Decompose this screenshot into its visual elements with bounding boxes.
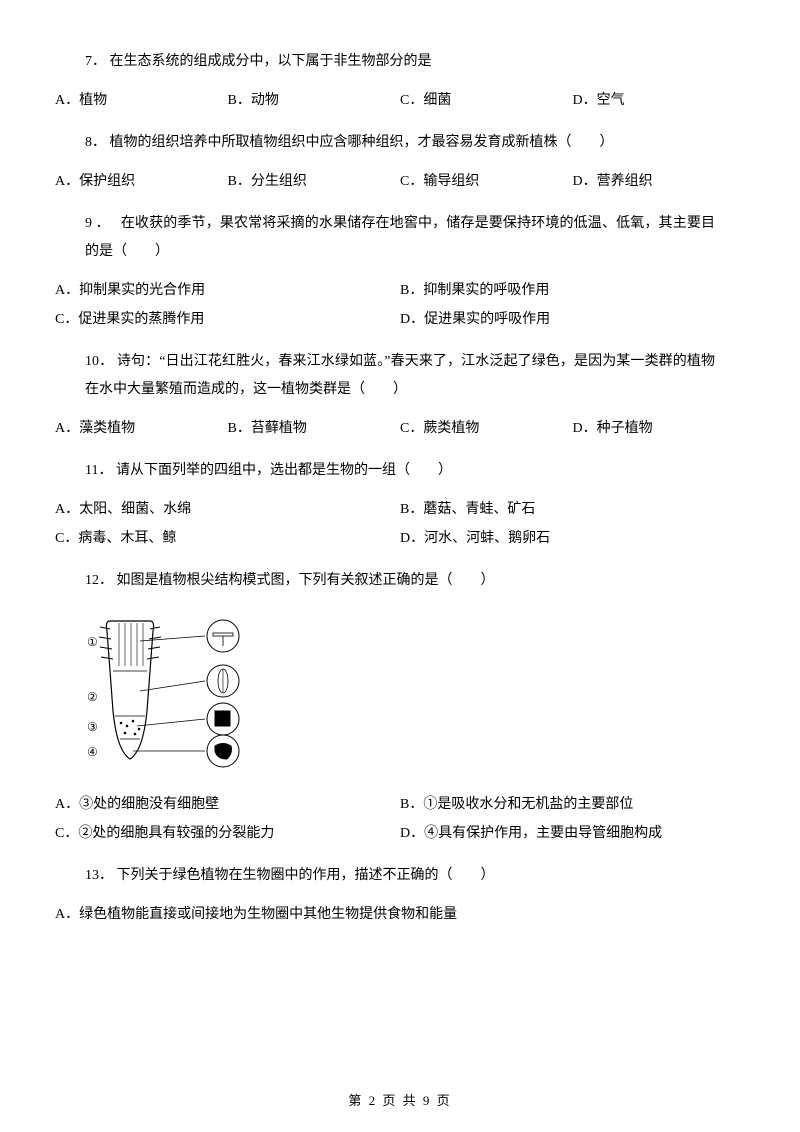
q12-opt-a[interactable]: A．③处的细胞没有细胞壁 — [55, 794, 400, 815]
q11-text: 请从下面列举的四组中，选出都是生物的一组（ ） — [116, 463, 452, 478]
q8-opt-c[interactable]: C．输导组织 — [400, 171, 573, 192]
q7-opt-b[interactable]: B．动物 — [228, 90, 401, 111]
q11-options-row1: A．太阳、细菌、水绵 B．蘑菇、青蛙、矿石 — [55, 499, 745, 520]
q9-opt-b[interactable]: B．抑制果实的呼吸作用 — [400, 280, 745, 301]
q9-text: 在收获的季节，果农常将采摘的水果储存在地窖中，储存是要保持环境的低温、低氧，其主… — [85, 216, 715, 259]
q12-label-3: ③ — [87, 720, 98, 734]
root-tip-diagram-svg: ① ② ③ ④ — [85, 611, 285, 771]
q7-opt-c[interactable]: C．细菌 — [400, 90, 573, 111]
q9-options-row2: C．促进果实的蒸腾作用 D．促进果实的呼吸作用 — [55, 309, 745, 330]
q8-options: A．保护组织 B．分生组织 C．输导组织 D．营养组织 — [55, 171, 745, 192]
q12-label-4: ④ — [87, 745, 98, 759]
q12-options-row2: C．②处的细胞具有较强的分裂能力 D．④具有保护作用，主要由导管细胞构成 — [55, 823, 745, 844]
q11-number: 11． — [85, 463, 112, 478]
q10-opt-b[interactable]: B．苔藓植物 — [228, 418, 401, 439]
q9-opt-c[interactable]: C．促进果实的蒸腾作用 — [55, 309, 400, 330]
q10-stem: 10． 诗句：“日出江花红胜火，春来江水绿如蓝。”春天来了，江水泛起了绿色，是因… — [85, 348, 715, 404]
q8-opt-a[interactable]: A．保护组织 — [55, 171, 228, 192]
q10-opt-c[interactable]: C．蕨类植物 — [400, 418, 573, 439]
q9-options-row1: A．抑制果实的光合作用 B．抑制果实的呼吸作用 — [55, 280, 745, 301]
q8-number: 8． — [85, 135, 106, 150]
q10-options: A．藻类植物 B．苔藓植物 C．蕨类植物 D．种子植物 — [55, 418, 745, 439]
q12-label-2: ② — [87, 690, 98, 704]
q8-opt-b[interactable]: B．分生组织 — [228, 171, 401, 192]
q7-options: A．植物 B．动物 C．细菌 D．空气 — [55, 90, 745, 111]
q13-stem: 13． 下列关于绿色植物在生物圈中的作用，描述不正确的（ ） — [85, 862, 745, 890]
q12-opt-b[interactable]: B．①是吸收水分和无机盐的主要部位 — [400, 794, 745, 815]
q12-opt-c[interactable]: C．②处的细胞具有较强的分裂能力 — [55, 823, 400, 844]
q9-number: 9 ． — [85, 216, 110, 231]
q9-opt-d[interactable]: D．促进果实的呼吸作用 — [400, 309, 745, 330]
q10-opt-a[interactable]: A．藻类植物 — [55, 418, 228, 439]
q7-opt-d[interactable]: D．空气 — [573, 90, 746, 111]
q12-text: 如图是植物根尖结构模式图，下列有关叙述正确的是（ ） — [117, 573, 495, 588]
q12-stem: 12． 如图是植物根尖结构模式图，下列有关叙述正确的是（ ） — [85, 567, 745, 595]
q11-opt-a[interactable]: A．太阳、细菌、水绵 — [55, 499, 400, 520]
q12-number: 12． — [85, 573, 113, 588]
q13-text: 下列关于绿色植物在生物圈中的作用，描述不正确的（ ） — [117, 868, 495, 883]
q12-options-row1: A．③处的细胞没有细胞壁 B．①是吸收水分和无机盐的主要部位 — [55, 794, 745, 815]
q10-number: 10． — [85, 354, 113, 369]
q8-opt-d[interactable]: D．营养组织 — [573, 171, 746, 192]
page-footer: 第 2 页 共 9 页 — [0, 1091, 800, 1111]
q13-number: 13． — [85, 868, 113, 883]
q7-text: 在生态系统的组成成分中，以下属于非生物部分的是 — [110, 54, 432, 69]
q7-opt-a[interactable]: A．植物 — [55, 90, 228, 111]
q11-options-row2: C．病毒、木耳、鲸 D．河水、河蚌、鹅卵石 — [55, 528, 745, 549]
q9-opt-a[interactable]: A．抑制果实的光合作用 — [55, 280, 400, 301]
q12-label-1: ① — [87, 635, 98, 649]
q11-opt-c[interactable]: C．病毒、木耳、鲸 — [55, 528, 400, 549]
q12-diagram: ① ② ③ ④ — [85, 611, 745, 778]
q13-opt-a[interactable]: A．绿色植物能直接或间接地为生物圈中其他生物提供食物和能量 — [55, 904, 745, 925]
q8-text: 植物的组织培养中所取植物组织中应含哪种组织，才最容易发育成新植株（ ） — [110, 135, 614, 150]
q12-opt-d[interactable]: D．④具有保护作用，主要由导管细胞构成 — [400, 823, 745, 844]
q11-stem: 11． 请从下面列举的四组中，选出都是生物的一组（ ） — [85, 457, 745, 485]
q11-opt-b[interactable]: B．蘑菇、青蛙、矿石 — [400, 499, 745, 520]
q8-stem: 8． 植物的组织培养中所取植物组织中应含哪种组织，才最容易发育成新植株（ ） — [85, 129, 745, 157]
q11-opt-d[interactable]: D．河水、河蚌、鹅卵石 — [400, 528, 745, 549]
q10-opt-d[interactable]: D．种子植物 — [573, 418, 746, 439]
q10-text: 诗句：“日出江花红胜火，春来江水绿如蓝。”春天来了，江水泛起了绿色，是因为某一类… — [85, 354, 715, 397]
q9-stem: 9 ． 在收获的季节，果农常将采摘的水果储存在地窖中，储存是要保持环境的低温、低… — [85, 210, 715, 266]
q7-number: 7． — [85, 54, 106, 69]
q7-stem: 7． 在生态系统的组成成分中，以下属于非生物部分的是 — [85, 48, 745, 76]
